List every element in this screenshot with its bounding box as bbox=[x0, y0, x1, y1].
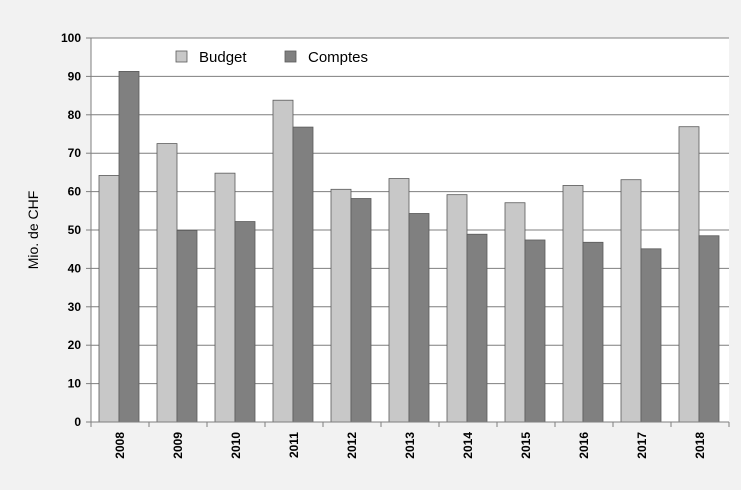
bars bbox=[98, 71, 720, 423]
y-axis-title: Mio. de CHF bbox=[25, 191, 41, 270]
bar-comptes-2008 bbox=[118, 71, 140, 423]
bar-budget-2010 bbox=[214, 172, 236, 423]
bar-comptes-2015 bbox=[524, 239, 546, 423]
bar-budget-2013 bbox=[388, 178, 410, 423]
y-tick-label-40: 40 bbox=[68, 261, 82, 275]
y-tick-label-10: 10 bbox=[68, 377, 82, 391]
bar-comptes-2017 bbox=[640, 248, 662, 423]
bar-comptes-2010 bbox=[234, 221, 256, 423]
y-tick-label-70: 70 bbox=[68, 146, 82, 160]
y-tick-label-60: 60 bbox=[68, 185, 82, 199]
legend-label-comptes: Comptes bbox=[308, 49, 368, 66]
x-tick-label-2013: 2013 bbox=[403, 432, 417, 459]
legend-swatch-budget bbox=[175, 50, 188, 63]
x-tick-label-2008: 2008 bbox=[113, 432, 127, 459]
x-tick-label-2011: 2011 bbox=[287, 432, 301, 458]
y-tick-label-30: 30 bbox=[68, 300, 82, 314]
y-tick-label-90: 90 bbox=[68, 69, 82, 83]
bar-budget-2012 bbox=[330, 188, 352, 423]
y-tick-label-0: 0 bbox=[74, 415, 81, 429]
bar-comptes-2018 bbox=[698, 235, 720, 423]
bar-comptes-2011 bbox=[292, 126, 314, 423]
legend-swatch-comptes bbox=[284, 50, 297, 63]
y-tick-labels: 0 10 20 30 40 50 60 70 80 90 100 bbox=[61, 31, 91, 429]
x-tick-label-2018: 2018 bbox=[693, 432, 707, 459]
bar-comptes-2012 bbox=[350, 198, 372, 423]
bar-budget-2009 bbox=[156, 143, 178, 423]
bar-comptes-2009 bbox=[176, 229, 198, 423]
bar-budget-2017 bbox=[620, 179, 642, 423]
bar-comptes-2014 bbox=[466, 233, 488, 423]
x-tick-label-2012: 2012 bbox=[345, 432, 359, 459]
y-tick-label-50: 50 bbox=[68, 223, 82, 237]
y-tick-label-80: 80 bbox=[68, 108, 82, 122]
bar-budget-2011 bbox=[272, 99, 294, 423]
bar-budget-2008 bbox=[98, 175, 120, 423]
x-tick-labels: 2008 2009 2010 2011 2012 2013 2014 2015 2016 2017… bbox=[113, 432, 707, 459]
legend-label-budget: Budget bbox=[199, 49, 247, 66]
x-tick-label-2015: 2015 bbox=[519, 432, 533, 459]
bar-comptes-2016 bbox=[582, 241, 604, 423]
bar-budget-2016 bbox=[562, 185, 584, 423]
legend: Budget Comptes bbox=[175, 49, 368, 66]
x-tick-label-2017: 2017 bbox=[635, 432, 649, 459]
bar-budget-2014 bbox=[446, 194, 468, 423]
y-tick-label-20: 20 bbox=[68, 338, 82, 352]
bar-budget-2015 bbox=[504, 202, 526, 423]
bar-comptes-2013 bbox=[408, 213, 430, 423]
x-tick-label-2014: 2014 bbox=[461, 432, 475, 459]
y-tick-label-100: 100 bbox=[61, 31, 81, 45]
bar-budget-2018 bbox=[678, 126, 700, 423]
x-tick-label-2009: 2009 bbox=[171, 432, 185, 459]
x-tick-label-2016: 2016 bbox=[577, 432, 591, 459]
x-tick-label-2010: 2010 bbox=[229, 432, 243, 459]
